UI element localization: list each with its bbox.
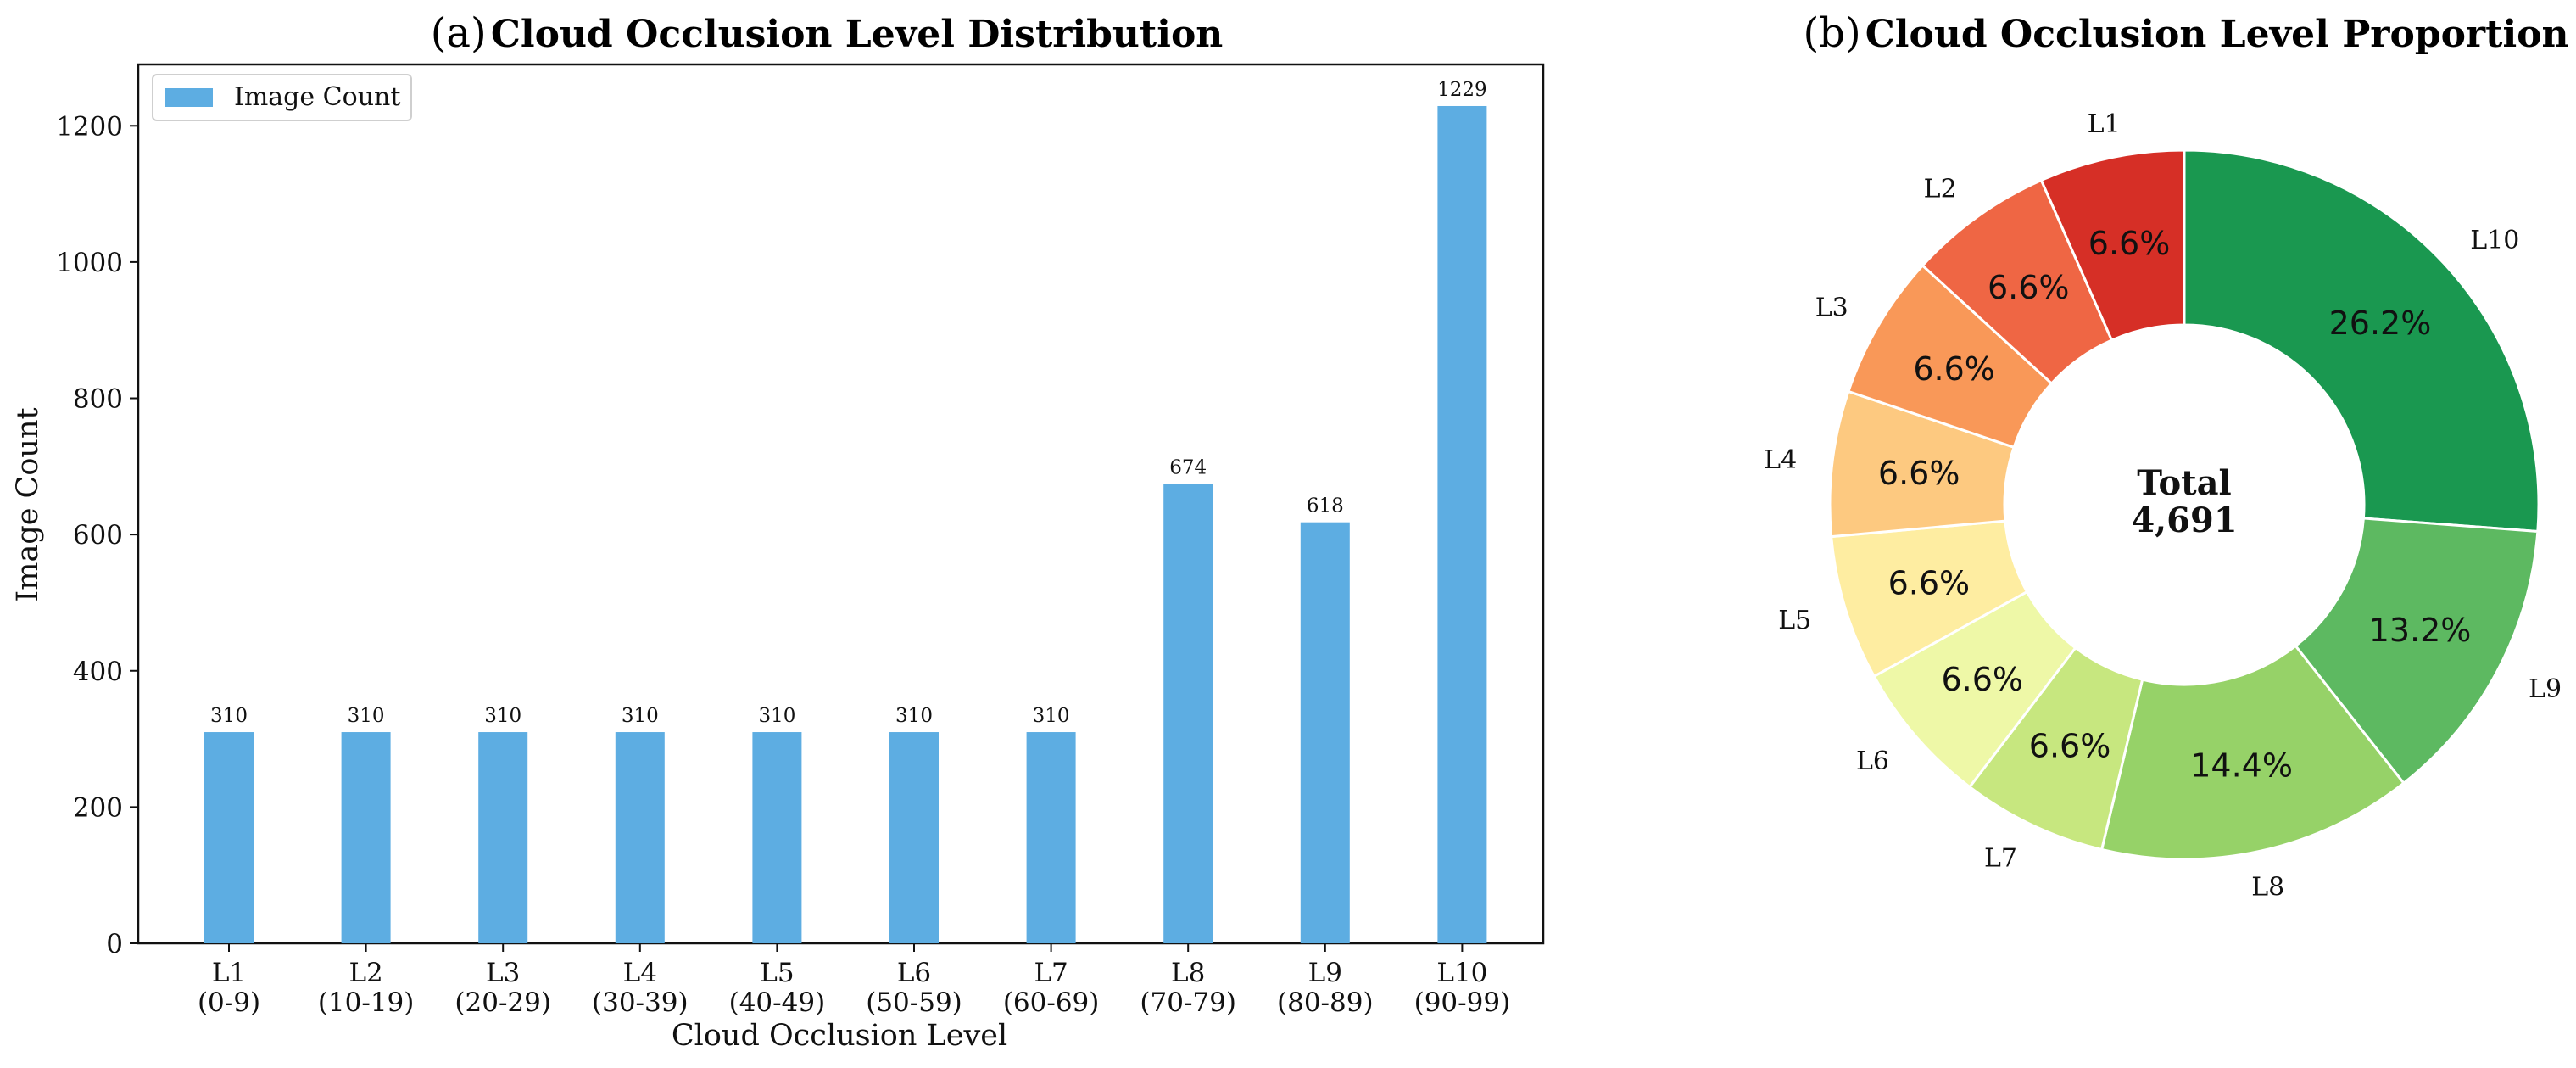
- x-tick-label-level: L9: [1308, 958, 1342, 988]
- legend-swatch-image-count: [165, 88, 213, 107]
- donut-slice-label: L7: [1984, 844, 2017, 874]
- donut-slice-label: L4: [1764, 445, 1797, 475]
- x-tick-label-range: (20-29): [454, 987, 551, 1018]
- donut-slice-pct: 6.6%: [2029, 728, 2111, 765]
- bar-value-label: 310: [1033, 705, 1070, 727]
- x-tick-label-level: L10: [1436, 958, 1487, 988]
- x-tick-label-level: L2: [348, 958, 382, 988]
- x-tick-label-level: L7: [1034, 958, 1068, 988]
- y-tick-label: 600: [73, 520, 123, 551]
- x-tick-label-level: L8: [1171, 958, 1205, 988]
- bar-l1: [204, 732, 254, 943]
- y-tick-label: 800: [73, 384, 123, 415]
- x-tick-label-range: (10-19): [318, 987, 415, 1018]
- donut-slice-label: L9: [2529, 674, 2562, 704]
- bar-value-label: 310: [622, 705, 659, 727]
- donut-slice-l8: [2099, 644, 2406, 861]
- x-tick-label-level: L1: [212, 958, 246, 988]
- bar-chart-title-text: Cloud Occlusion Level Distribution: [491, 13, 1223, 56]
- x-tick-label-level: L4: [623, 958, 657, 988]
- bar-l8: [1163, 484, 1213, 943]
- donut-chart-title-text: Cloud Occlusion Level Proportion: [1865, 13, 2569, 56]
- bar-value-label: 618: [1307, 495, 1344, 517]
- x-tick-label-range: (50-59): [866, 987, 962, 1018]
- bar-chart-title: (a) Cloud Occlusion Level Distribution: [431, 9, 1224, 57]
- bar-value-label: 1229: [1437, 79, 1487, 101]
- donut-slice-label: L6: [1856, 746, 1889, 776]
- bar-l2: [341, 732, 391, 943]
- y-tick-label: 1200: [56, 111, 123, 142]
- x-tick-label-range: (60-69): [1003, 987, 1100, 1018]
- donut-slice-pct: 6.6%: [2088, 225, 2171, 262]
- bar-l7: [1026, 732, 1076, 943]
- donut-slice-pct: 6.6%: [1988, 269, 2070, 306]
- donut-chart: 26.2% L10 13.2% L9 14.4% L8 6.6% L7 6.6% L6 6.6% L5…: [1764, 109, 2562, 902]
- x-tick-label-range: (30-39): [592, 987, 689, 1018]
- x-tick-label-level: L6: [897, 958, 931, 988]
- x-tick-label-level: L5: [760, 958, 794, 988]
- bar-l3: [478, 732, 528, 943]
- x-tick-label-range: (70-79): [1140, 987, 1236, 1018]
- donut-slice-label: L5: [1778, 606, 1811, 635]
- bar-l6: [889, 732, 939, 943]
- bar-l4: [615, 732, 665, 943]
- donut-slice-pct: 13.2%: [2369, 612, 2472, 649]
- bar-l5: [752, 732, 802, 943]
- donut-slice-pct: 26.2%: [2329, 305, 2432, 342]
- y-tick-label: 0: [106, 929, 123, 959]
- x-tick-label-level: L3: [486, 958, 520, 988]
- x-tick-label-range: (80-89): [1277, 987, 1374, 1018]
- donut-slice-label: L2: [1924, 174, 1957, 204]
- bar-value-label: 310: [210, 705, 248, 727]
- bar-l9: [1300, 522, 1350, 943]
- donut-slice-l10: [2183, 148, 2540, 534]
- donut-slice-l9: [2294, 517, 2540, 786]
- x-tick-label-range: (40-49): [729, 987, 826, 1018]
- bar-value-label: 310: [758, 705, 795, 727]
- bar-chart-xlabel: Cloud Occlusion Level: [672, 1019, 1007, 1053]
- y-tick-label: 1000: [56, 248, 123, 278]
- bar-value-label: 310: [484, 705, 521, 727]
- legend-label-image-count: Image Count: [234, 82, 400, 112]
- bar-value-label: 674: [1169, 457, 1207, 479]
- x-tick-label-range: (90-99): [1414, 987, 1511, 1018]
- donut-slice-label: L1: [2088, 109, 2121, 139]
- donut-slice-pct: 6.6%: [1913, 350, 1995, 388]
- bar-value-label: 310: [348, 705, 385, 727]
- donut-center-total-label: Total: [2137, 463, 2231, 503]
- bar-value-label: 310: [895, 705, 933, 727]
- bar-chart-ylabel: Image Count: [11, 407, 45, 601]
- y-tick-label: 200: [73, 792, 123, 823]
- donut-center-total-value: 4,691: [2131, 500, 2237, 540]
- donut-chart-title-prefix: (b): [1803, 9, 1860, 57]
- donut-slice-pct: 6.6%: [1878, 455, 1960, 492]
- donut-slice-label: L3: [1815, 293, 1848, 322]
- donut-slice-pct: 14.4%: [2190, 747, 2293, 785]
- donut-slice-label: L10: [2470, 226, 2519, 255]
- bar-chart: 0 200 400 600 800 1000 1200 310 L1(0-9) 310 L2(10-…: [56, 63, 1545, 1018]
- bar-chart-frame: [137, 63, 1545, 945]
- donut-slice-pct: 6.6%: [1888, 564, 1971, 601]
- bar-chart-legend: Image Count: [152, 74, 412, 121]
- donut-chart-title: (b) Cloud Occlusion Level Proportion: [1803, 9, 2568, 57]
- bar-chart-title-prefix: (a): [431, 9, 487, 57]
- donut-slice-l1: [2039, 148, 2186, 342]
- donut-slice-label: L8: [2251, 872, 2284, 902]
- bar-l10: [1437, 105, 1487, 944]
- donut-slice-pct: 6.6%: [1941, 661, 2023, 698]
- y-tick-label: 400: [73, 657, 123, 687]
- x-tick-label-range: (0-9): [198, 987, 260, 1018]
